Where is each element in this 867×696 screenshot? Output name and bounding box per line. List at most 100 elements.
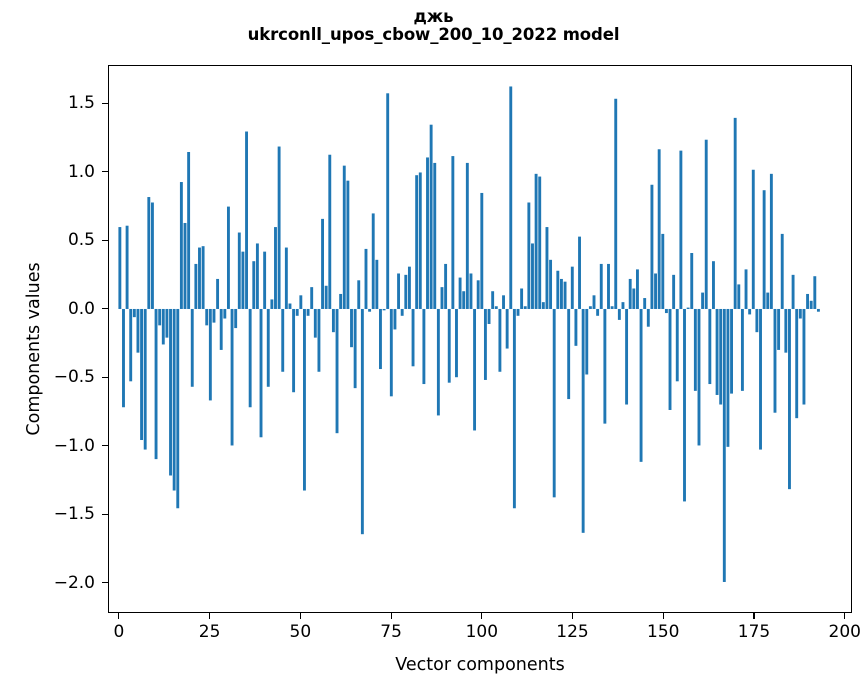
- bar: [683, 308, 686, 502]
- bar: [766, 292, 770, 309]
- bar: [552, 308, 556, 498]
- bar: [592, 295, 596, 309]
- chart-title-line-2: ukrconll_upos_cbow_200_10_2022 model: [247, 25, 620, 45]
- bar: [415, 175, 419, 309]
- bar: [498, 308, 502, 372]
- bar: [183, 222, 187, 309]
- bar: [360, 308, 364, 535]
- bar: [491, 291, 495, 309]
- bar: [292, 308, 296, 393]
- bar: [353, 308, 357, 389]
- y-tick-label: −1.5: [53, 504, 95, 525]
- bar: [147, 197, 151, 309]
- bar: [205, 308, 209, 326]
- bar: [483, 308, 487, 380]
- bar: [578, 236, 581, 309]
- bar: [194, 263, 198, 309]
- bar: [169, 308, 172, 476]
- bar: [469, 273, 473, 309]
- bar: [541, 302, 545, 309]
- bar: [407, 266, 411, 309]
- y-tick-mark: [102, 308, 108, 310]
- bar: [632, 288, 636, 309]
- bar: [176, 308, 180, 509]
- bar: [324, 285, 328, 309]
- bar: [809, 300, 813, 309]
- bar: [588, 306, 592, 309]
- bar: [748, 308, 752, 315]
- bar: [248, 308, 252, 408]
- bar: [643, 298, 647, 309]
- bar: [172, 308, 176, 491]
- bar: [306, 308, 310, 316]
- bar: [719, 308, 723, 405]
- bar: [559, 278, 563, 309]
- bar: [715, 308, 719, 395]
- bar: [364, 248, 368, 309]
- bar: [650, 184, 654, 309]
- bar: [733, 117, 737, 309]
- bar: [447, 308, 451, 383]
- y-tick-mark: [102, 513, 108, 515]
- bar: [722, 308, 726, 582]
- bar: [245, 131, 248, 309]
- bar: [436, 308, 440, 416]
- y-tick-mark: [102, 171, 108, 173]
- bar: [418, 172, 422, 309]
- chart-title: джь ukrconll_upos_cbow_200_10_2022 model: [0, 7, 867, 45]
- x-tick-mark: [118, 613, 120, 619]
- bar: [375, 259, 379, 309]
- bar: [516, 308, 520, 316]
- bar: [299, 295, 303, 309]
- bar: [726, 308, 730, 447]
- bar: [310, 287, 314, 309]
- bar: [277, 146, 281, 309]
- bar: [737, 284, 741, 309]
- bar: [140, 308, 144, 441]
- x-tick-label: 200: [828, 622, 861, 642]
- bar: [791, 274, 795, 309]
- bar: [672, 274, 676, 309]
- bar: [212, 308, 216, 323]
- bar: [494, 306, 498, 309]
- bar: [567, 308, 571, 400]
- bar: [621, 302, 625, 309]
- bar: [740, 308, 744, 391]
- bar: [614, 98, 618, 309]
- bar: [335, 308, 339, 434]
- bar: [241, 251, 245, 309]
- bar: [476, 280, 480, 309]
- bar: [780, 233, 784, 309]
- x-tick-mark: [390, 613, 392, 619]
- bar: [686, 307, 690, 309]
- bar: [646, 308, 650, 327]
- bar: [458, 277, 462, 309]
- bar: [404, 274, 408, 309]
- bar: [129, 308, 133, 382]
- bar: [816, 308, 820, 312]
- x-tick-mark: [481, 613, 483, 619]
- bar: [512, 308, 516, 509]
- bar: [802, 308, 806, 405]
- bar: [122, 308, 125, 408]
- bar: [259, 308, 263, 438]
- y-tick-mark: [102, 376, 108, 378]
- bar: [473, 308, 477, 431]
- x-tick-mark: [662, 613, 664, 619]
- x-tick-label: 25: [198, 622, 221, 642]
- x-tick-mark: [571, 613, 574, 619]
- x-axis-label: Vector components: [395, 655, 565, 675]
- x-tick-mark: [299, 613, 301, 619]
- bar: [429, 124, 433, 309]
- bar: [505, 308, 509, 349]
- bar: [755, 308, 759, 333]
- bar: [607, 263, 610, 309]
- bar: [639, 308, 643, 462]
- bar: [154, 308, 158, 460]
- bar: [657, 149, 661, 309]
- plot-axes: [108, 65, 852, 613]
- bar: [704, 139, 708, 309]
- x-tick-label: 50: [289, 622, 312, 642]
- bar: [342, 165, 346, 309]
